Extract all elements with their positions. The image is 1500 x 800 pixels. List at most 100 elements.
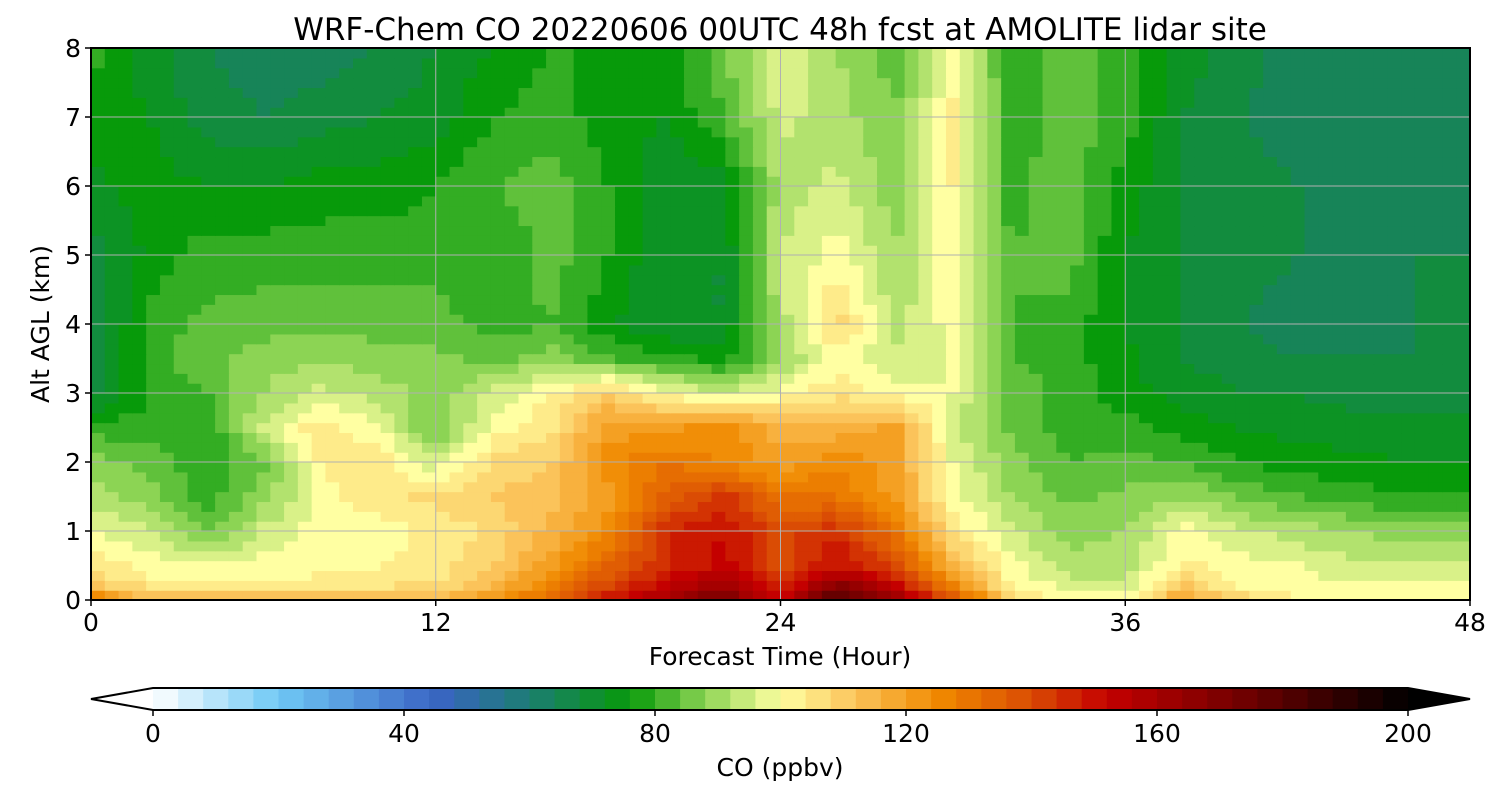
contour-cell [1428,126,1444,138]
contour-cell [201,491,216,503]
contour-cell [835,373,851,384]
contour-cell [904,205,919,217]
contour-cell [808,284,823,296]
contour-cell [808,531,823,542]
contour-cell [1414,195,1430,207]
contour-cell [297,442,313,453]
contour-cell [353,402,368,414]
contour-cell [518,590,533,600]
contour-cell [173,363,189,374]
contour-cell [849,462,864,473]
contour-cell [91,531,106,542]
contour-cell [1028,580,1044,591]
contour-cell [1207,166,1223,177]
contour-cell [215,501,230,512]
contour-cell [1042,304,1057,315]
contour-cell [449,531,464,542]
contour-cell [1304,235,1319,246]
contour-cell [532,412,547,424]
contour-cell [918,107,933,118]
contour-cell [394,264,409,276]
contour-cell [311,383,327,394]
contour-cell [1221,531,1237,542]
contour-cell [1276,452,1292,463]
contour-cell [173,117,189,128]
contour-cell [918,176,933,187]
contour-cell [1373,481,1388,493]
contour-cell [932,274,947,286]
contour-cell [1290,294,1306,305]
contour-cell [918,501,933,512]
contour-cell [849,402,864,414]
contour-cell [1221,107,1237,118]
contour-cell [1414,560,1430,572]
contour-cell [1263,117,1278,128]
contour-cell [670,540,685,552]
contour-cell [973,195,988,207]
contour-cell [959,146,975,158]
contour-cell [228,107,244,118]
contour-cell [890,333,906,345]
contour-cell [1056,245,1071,256]
contour-cell [766,471,782,483]
contour-cell [118,383,133,394]
contour-cell [752,245,768,256]
contour-cell [159,146,175,158]
contour-cell [945,550,961,562]
contour-cell [1014,511,1030,522]
contour-cell [1304,156,1319,167]
contour-cell [490,274,506,286]
contour-cell [918,491,933,503]
contour-cell [1139,432,1154,443]
contour-cell [794,422,809,434]
contour-cell [435,166,451,177]
contour-cell [1428,432,1444,443]
contour-cell [766,511,782,522]
contour-cell [1428,166,1444,177]
contour-cell [821,560,837,572]
contour-cell [766,215,782,227]
contour-cell [725,255,740,266]
contour-cell [1139,363,1154,374]
contour-cell [1028,136,1044,148]
contour-cell [780,156,795,167]
contour-cell [394,462,409,473]
contour-cell [1442,590,1457,600]
contour-cell [228,235,244,246]
contour-cell [435,304,451,315]
contour-cell [1070,462,1085,473]
contour-cell [1235,442,1250,453]
contour-cell [1001,294,1016,305]
contour-cell [408,146,423,158]
contour-cell [228,264,244,276]
contour-cell [628,245,644,256]
contour-cell [725,570,740,581]
contour-cell [449,324,464,335]
contour-cell [904,136,919,148]
contour-cell [1042,501,1057,512]
contour-cell [1318,136,1333,148]
contour-cell [1194,146,1209,158]
contour-cell [808,225,823,236]
contour-cell [146,590,161,600]
contour-cell [490,343,506,355]
contour-cell [670,284,685,296]
contour-cell [435,215,451,227]
contour-cell [1180,540,1195,552]
contour-cell [1152,136,1168,148]
contour-cell [1152,225,1168,236]
contour-cell [573,501,589,512]
contour-cell [256,166,271,177]
contour-cell [132,560,147,572]
contour-cell [325,402,340,414]
contour-cell [1387,343,1402,355]
contour-cell [1207,452,1223,463]
contour-cell [1428,580,1444,591]
contour-cell [325,176,340,187]
contour-cell [532,560,547,572]
contour-cell [1332,235,1347,246]
contour-cell [1070,304,1085,315]
contour-cell [242,442,258,453]
contour-cell [628,205,644,217]
